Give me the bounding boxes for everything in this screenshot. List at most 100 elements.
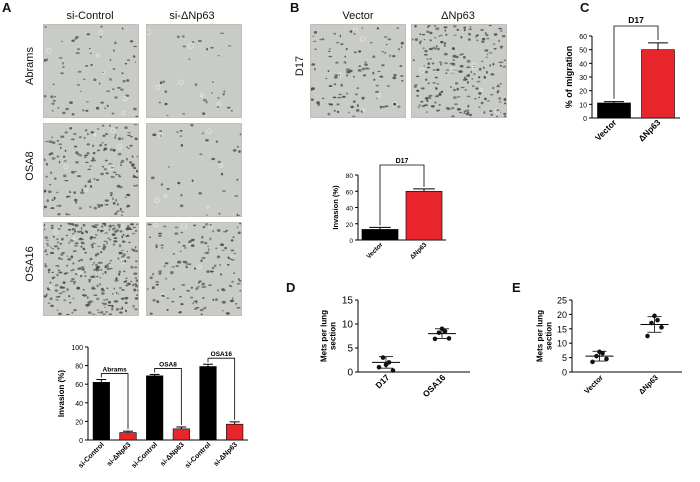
- cell-dot: [230, 285, 233, 287]
- cell-dot: [112, 148, 115, 151]
- cell-dot: [73, 191, 76, 194]
- cell-dot: [110, 194, 113, 197]
- cell-dot: [445, 72, 448, 74]
- cell-dot: [381, 50, 384, 53]
- cell-dot: [113, 240, 118, 243]
- cell-dot: [158, 232, 163, 235]
- cell-dot: [427, 25, 431, 27]
- cell-dot: [432, 46, 435, 49]
- cell-dot: [426, 111, 428, 113]
- cell-dot: [101, 142, 104, 144]
- cell-dot: [50, 304, 54, 308]
- cell-dot: [124, 296, 129, 300]
- micrograph-osa16-control: [43, 222, 139, 316]
- cell-dot: [312, 40, 317, 43]
- cell-dot: [105, 311, 108, 313]
- bar: [119, 432, 137, 441]
- panel-b-col-label-dnp63: ΔNp63: [441, 10, 475, 22]
- cell-dot: [498, 101, 502, 103]
- cell-dot: [88, 300, 93, 304]
- cell-dot: [503, 98, 506, 101]
- cell-dot: [104, 232, 109, 234]
- cell-dot: [358, 50, 362, 53]
- cell-dot: [67, 258, 72, 261]
- cell-dot: [436, 109, 440, 112]
- cell-dot: [458, 111, 463, 114]
- data-point: [604, 356, 609, 362]
- membrane-pore: [449, 66, 456, 73]
- membrane-pore: [163, 194, 168, 198]
- cell-dot: [120, 88, 124, 91]
- cell-dot: [94, 234, 98, 236]
- cell-dot: [498, 39, 501, 43]
- cell-dot: [328, 55, 333, 58]
- cell-dot: [120, 249, 124, 251]
- y-axis-label: % of migration: [564, 46, 574, 109]
- cell-dot: [110, 148, 112, 152]
- cell-dot: [401, 80, 404, 82]
- cell-dot: [51, 248, 54, 250]
- cell-dot: [92, 151, 96, 155]
- cell-dot: [478, 92, 482, 95]
- cell-dot: [433, 25, 437, 27]
- cell-dot: [71, 278, 75, 281]
- cell-dot: [188, 240, 193, 243]
- cell-dot: [52, 83, 55, 86]
- y-axis-label-line: section: [545, 322, 554, 350]
- cell-dot: [490, 73, 495, 76]
- y-tick-label: 60: [346, 189, 354, 196]
- cell-dot: [467, 38, 471, 41]
- cell-dot: [237, 145, 239, 149]
- panel-a-row-label-osa8: OSA8: [24, 151, 36, 181]
- group-label: Abrams: [103, 367, 128, 374]
- cell-dot: [74, 230, 77, 233]
- cell-dot: [116, 184, 121, 188]
- cell-dot: [202, 112, 206, 115]
- cell-dot: [149, 236, 151, 238]
- cell-dot: [443, 26, 448, 29]
- cell-dot: [493, 33, 498, 36]
- cell-dot: [118, 270, 122, 274]
- cell-dot: [86, 305, 89, 308]
- membrane-pore: [352, 27, 358, 33]
- cell-dot: [392, 55, 396, 58]
- cell-dot: [201, 282, 205, 286]
- cell-dot: [182, 244, 186, 247]
- cell-dot: [227, 256, 230, 259]
- cell-dot: [132, 175, 136, 178]
- cell-dot: [334, 74, 339, 76]
- cell-dot: [112, 67, 116, 70]
- cell-dot: [57, 247, 60, 250]
- cell-dot: [133, 45, 137, 48]
- cell-dot: [484, 31, 487, 35]
- cell-dot: [232, 149, 237, 152]
- cell-dot: [147, 288, 149, 291]
- cell-dot: [109, 238, 112, 241]
- cell-dot: [489, 64, 492, 67]
- cell-dot: [44, 228, 46, 231]
- cell-dot: [137, 289, 138, 292]
- y-tick-label: 15: [557, 324, 567, 334]
- cell-dot: [165, 277, 167, 280]
- cell-dot: [118, 244, 122, 248]
- cell-dot: [65, 212, 68, 216]
- cell-dot: [70, 269, 73, 272]
- cell-dot: [54, 289, 59, 292]
- cell-dot: [51, 276, 56, 279]
- cell-dot: [361, 27, 364, 29]
- membrane-pore: [121, 257, 128, 265]
- cell-dot: [381, 64, 385, 67]
- cell-dot: [103, 224, 107, 227]
- cell-dot: [167, 166, 170, 168]
- y-tick-label: 0: [562, 368, 567, 378]
- x-tick-label: si-Control: [77, 441, 105, 469]
- cell-dot: [47, 268, 51, 272]
- cell-dot: [96, 149, 101, 152]
- cell-dot: [362, 74, 367, 77]
- cell-dot: [46, 244, 49, 247]
- cell-dot: [475, 35, 478, 38]
- cell-dot: [343, 61, 346, 64]
- cell-dot: [127, 225, 130, 228]
- cell-dot: [207, 245, 210, 248]
- cell-dot: [120, 297, 125, 300]
